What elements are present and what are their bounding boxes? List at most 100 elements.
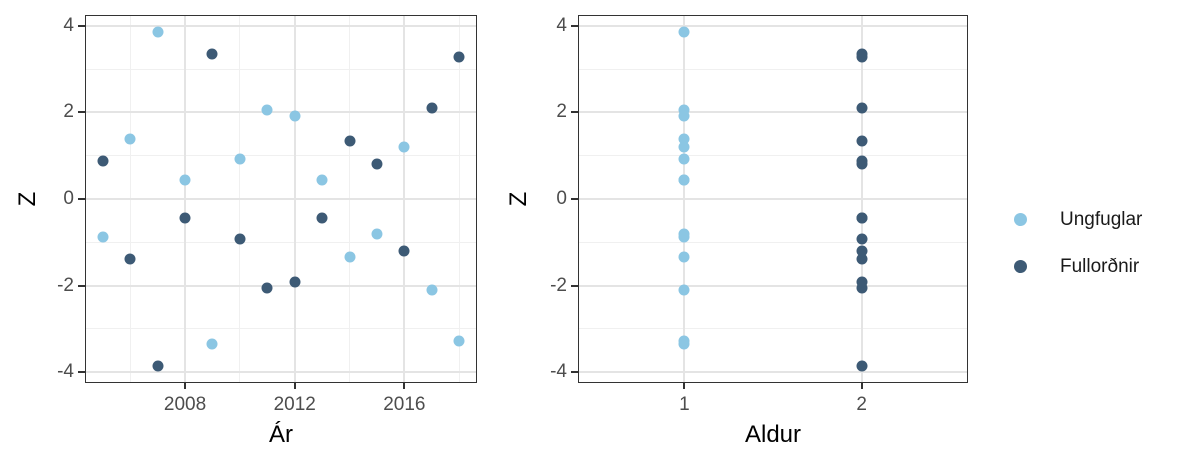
x-tick xyxy=(403,383,406,389)
y-tick xyxy=(571,284,578,287)
legend-label-ungfuglar: Ungfuglar xyxy=(1060,208,1143,230)
data-point xyxy=(678,153,690,165)
data-point xyxy=(152,26,164,38)
gridline-major xyxy=(85,111,477,114)
y-tick xyxy=(78,24,85,27)
data-point xyxy=(678,174,690,186)
y-tick-label: 4 xyxy=(63,14,74,36)
legend: Ungfuglar Fullorðnir xyxy=(1014,196,1142,290)
data-point xyxy=(316,174,328,186)
gridline-major xyxy=(578,198,968,200)
data-point xyxy=(344,251,356,263)
data-point xyxy=(179,174,191,186)
gridline-major xyxy=(403,15,406,383)
x-tick-label: 1 xyxy=(679,394,690,415)
data-point xyxy=(678,284,690,296)
gridline-minor xyxy=(578,241,968,243)
x-tick-label: 2016 xyxy=(383,394,426,415)
data-point xyxy=(97,155,109,167)
data-point xyxy=(856,135,868,147)
data-point xyxy=(856,360,868,372)
x-tick xyxy=(683,383,686,389)
legend-dot-fullordnir-icon xyxy=(1014,260,1027,273)
y-tick xyxy=(78,111,85,114)
y-tick-label: 2 xyxy=(556,101,567,123)
y-tick-label: 4 xyxy=(556,14,567,36)
data-point xyxy=(678,335,690,347)
data-point xyxy=(856,282,868,294)
data-point xyxy=(453,51,465,63)
legend-item-ungfuglar: Ungfuglar xyxy=(1014,196,1142,243)
gridline-minor xyxy=(578,328,968,330)
x-tick-label: 2 xyxy=(856,394,867,415)
data-point xyxy=(856,253,868,265)
gridline-major xyxy=(578,371,968,374)
gridline-major xyxy=(578,24,968,27)
x-tick xyxy=(860,383,863,389)
y-tick xyxy=(571,111,578,114)
y-tick xyxy=(78,371,85,374)
data-point xyxy=(289,110,301,122)
gridline-major xyxy=(85,371,477,374)
gridline-major xyxy=(578,111,968,114)
gridline-minor xyxy=(85,241,477,243)
y-tick xyxy=(571,198,578,200)
data-point xyxy=(261,104,273,116)
x-axis-title-aldur: Aldur xyxy=(744,421,802,448)
y-tick-label: -4 xyxy=(57,361,74,383)
legend-label-fullordnir: Fullorðnir xyxy=(1060,255,1140,277)
data-point xyxy=(678,104,690,116)
y-tick xyxy=(571,371,578,374)
x-tick xyxy=(293,383,296,389)
y-tick xyxy=(78,198,85,200)
y-tick-label: 0 xyxy=(556,188,567,209)
data-point xyxy=(344,135,356,147)
data-point xyxy=(234,153,246,165)
data-point xyxy=(453,335,465,347)
data-point xyxy=(179,212,191,224)
data-point xyxy=(678,26,690,38)
data-point xyxy=(152,360,164,372)
gridline-minor xyxy=(578,68,968,70)
gridline-minor xyxy=(85,328,477,330)
data-point xyxy=(856,102,868,114)
gridline-major xyxy=(293,15,296,383)
x-tick-label: 2008 xyxy=(163,394,207,415)
data-point xyxy=(206,338,218,350)
data-point xyxy=(371,228,383,240)
data-point xyxy=(856,245,868,257)
data-point xyxy=(398,245,410,257)
x-axis-title-ar: Ár xyxy=(269,421,293,448)
data-point xyxy=(678,133,690,145)
x-tick-label: 2012 xyxy=(273,394,316,415)
y-tick-label: -4 xyxy=(550,361,567,383)
data-point xyxy=(371,158,383,170)
y-tick xyxy=(571,24,578,27)
y-tick-label: 2 xyxy=(63,101,74,123)
legend-item-fullordnir: Fullorðnir xyxy=(1014,243,1142,290)
data-point xyxy=(234,233,246,245)
y-tick xyxy=(78,284,85,287)
gridline-major xyxy=(683,15,686,383)
data-point xyxy=(316,212,328,224)
data-point xyxy=(426,284,438,296)
y-tick-label: 0 xyxy=(63,188,74,209)
x-tick xyxy=(184,383,187,389)
data-point xyxy=(678,251,690,263)
data-point xyxy=(856,276,868,288)
gridline-major xyxy=(85,24,477,27)
data-point xyxy=(97,231,109,243)
y-tick-label: -2 xyxy=(57,274,74,296)
data-point xyxy=(124,133,136,145)
data-point xyxy=(856,158,868,170)
data-point xyxy=(856,233,868,245)
gridline-major xyxy=(85,284,477,287)
data-point xyxy=(678,228,690,240)
data-point xyxy=(289,276,301,288)
legend-dot-ungfuglar-icon xyxy=(1014,213,1027,226)
data-point xyxy=(261,282,273,294)
data-point xyxy=(206,48,218,60)
data-point xyxy=(124,253,136,265)
gridline-major xyxy=(85,198,477,200)
